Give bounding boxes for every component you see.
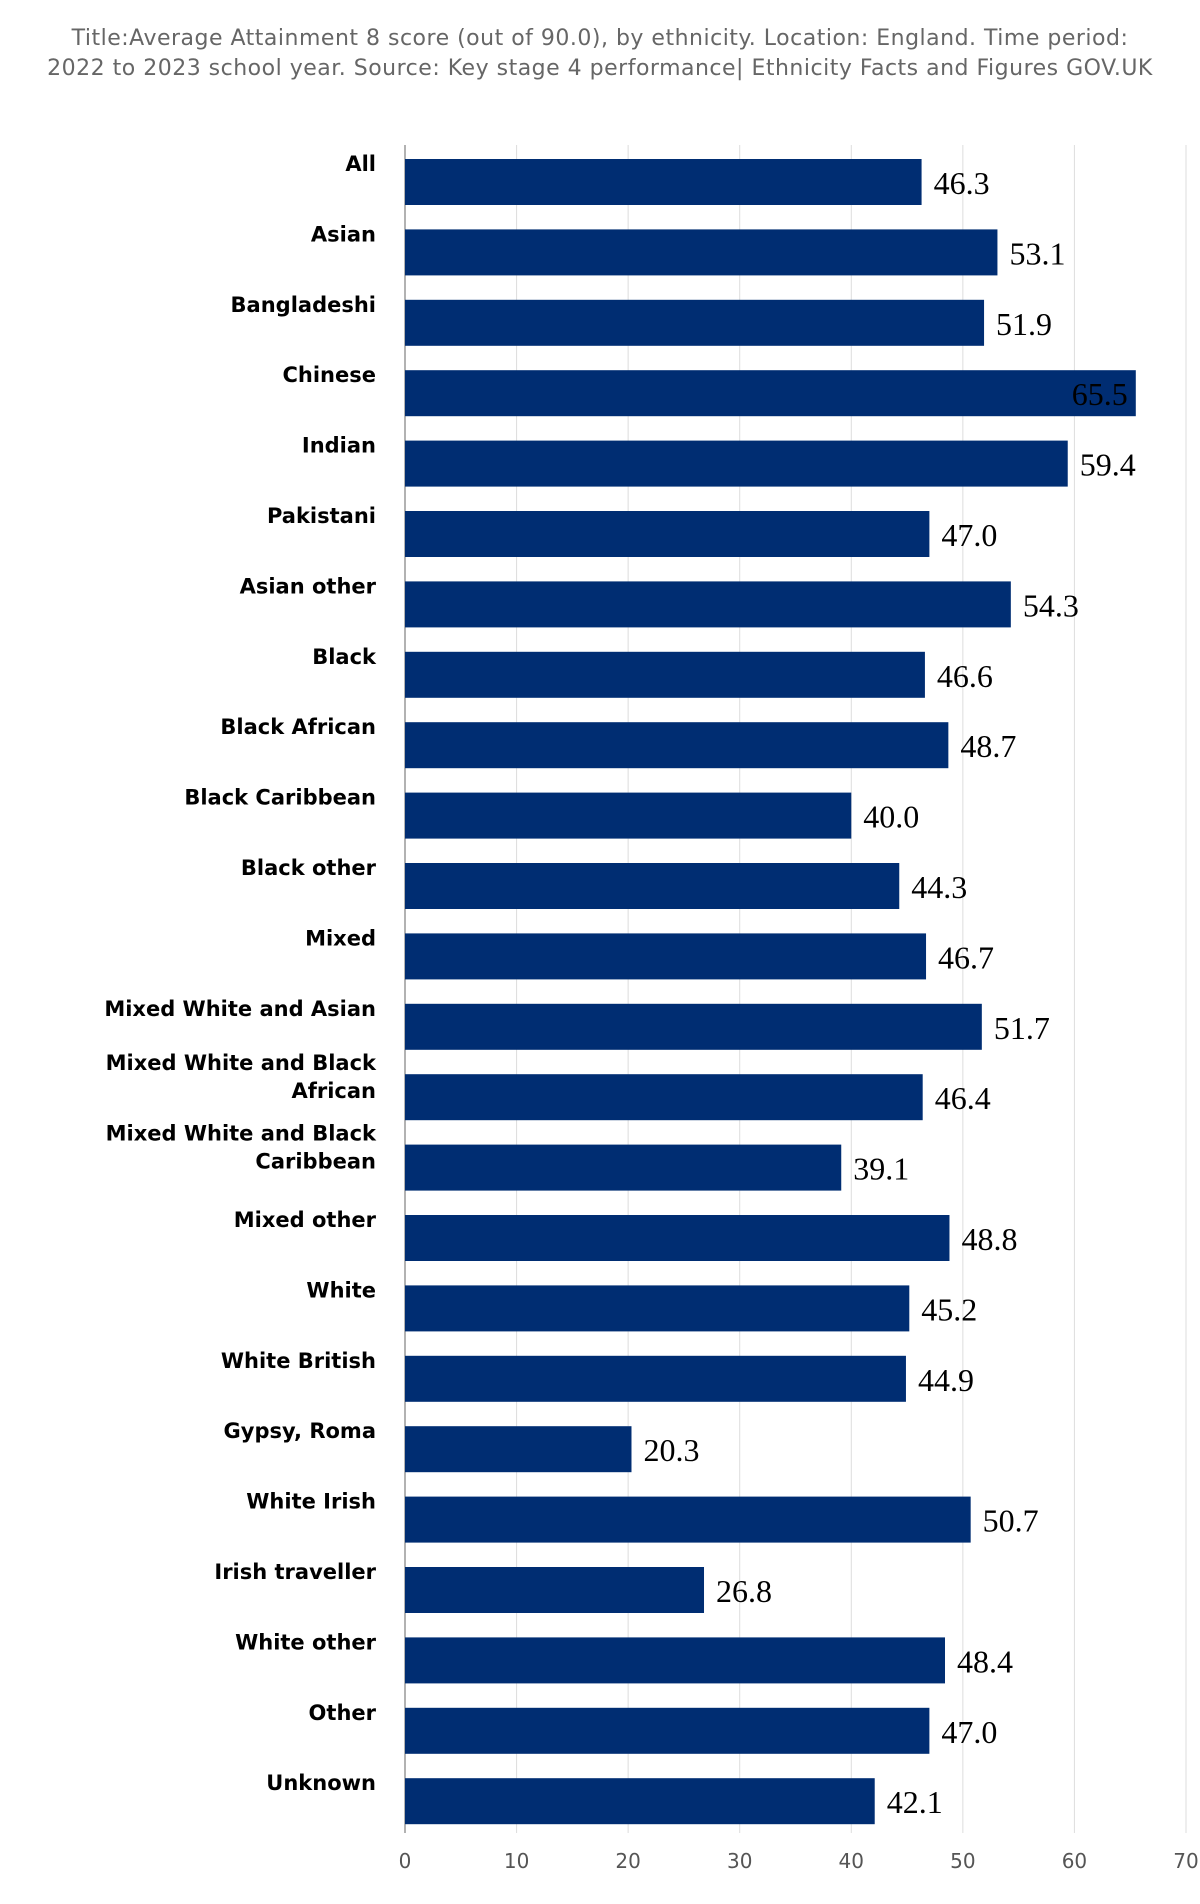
category-label: Mixed White and Black African [106,1051,377,1103]
category-label: Indian [302,434,376,458]
category-label: White British [221,1349,376,1373]
bar [405,1003,982,1050]
bar [405,1355,906,1402]
bar [405,1778,875,1825]
category-label: Mixed other [234,1208,377,1232]
x-tick-label: 30 [727,1849,752,1873]
value-label: 46.7 [938,939,994,975]
value-label: 51.9 [996,306,1052,342]
bar [405,440,1068,487]
value-label: 47.0 [941,517,997,553]
bar [405,863,900,909]
bar [405,651,925,698]
value-label: 40.0 [863,799,919,835]
value-label: 42.1 [887,1784,943,1820]
bar [405,1215,950,1261]
bar [405,1496,971,1543]
category-label: Gypsy, Roma [224,1419,376,1443]
category-label: Irish traveller [214,1560,376,1584]
category-label: Black Caribbean [184,786,376,810]
x-tick-label: 0 [399,1849,412,1873]
category-label: Black African [220,715,376,739]
bar [405,1144,842,1191]
x-axis-ticks: 0 10 20 30 40 50 60 70 [399,1849,1199,1873]
value-label: 46.6 [937,658,993,694]
value-label: 54.3 [1023,587,1079,623]
value-label: 59.4 [1080,447,1136,483]
category-label: Black other [241,856,377,880]
value-label: 46.3 [934,165,990,201]
value-label: 44.3 [911,869,967,905]
category-label: White other [235,1630,377,1654]
x-tick-label: 10 [504,1849,529,1873]
bar [405,1567,705,1613]
value-label: 65.5 [1072,376,1128,412]
value-label: 48.8 [961,1221,1017,1257]
value-labels: 46.3 53.1 51.9 65.5 59.4 47.0 54.3 46.6 48.7 40.0… [643,165,1135,1820]
grid-lines [404,145,1187,1833]
x-tick-label: 40 [839,1849,864,1873]
bar [405,159,922,205]
bar [405,299,985,346]
bar [405,1707,930,1754]
bar [405,1426,632,1473]
bar [405,370,1136,417]
bar [405,792,852,839]
category-label: Other [309,1701,377,1725]
bar [405,1074,923,1121]
category-label: Asian other [240,574,377,598]
value-label: 20.3 [643,1432,699,1468]
bar [405,1637,946,1684]
category-label: Mixed [305,926,376,950]
value-label: 44.9 [918,1362,974,1398]
chart-title: Title:Average Attainment 8 score (out of… [47,26,1153,81]
category-label: White [306,1278,376,1302]
value-label: 39.1 [853,1151,909,1187]
value-label: 48.4 [957,1643,1013,1679]
category-label: Mixed White and Asian [104,997,376,1021]
value-label: 53.1 [1009,235,1065,271]
category-label: Pakistani [267,504,376,528]
x-tick-label: 20 [615,1849,640,1873]
value-label: 47.0 [941,1714,997,1750]
bar [405,1285,910,1332]
bar [405,933,927,980]
category-label: Black [312,645,377,669]
bars [405,159,1136,1825]
bar [405,581,1011,628]
category-labels: All Asian Bangladeshi Chinese Indian Pakistan… [104,152,377,1795]
x-tick-label: 70 [1173,1849,1198,1873]
x-tick-label: 60 [1062,1849,1087,1873]
bar [405,229,998,276]
value-label: 26.8 [716,1573,772,1609]
value-label: 46.4 [935,1080,991,1116]
value-label: 45.2 [921,1291,977,1327]
category-label: Unknown [266,1771,376,1795]
bar [405,722,949,769]
category-label: All [345,152,376,176]
x-tick-label: 50 [950,1849,975,1873]
category-label: Bangladeshi [231,293,376,317]
value-label: 48.7 [960,728,1016,764]
category-label: White Irish [246,1490,376,1514]
value-label: 51.7 [994,1010,1050,1046]
category-label: Asian [311,222,376,246]
bar [405,511,930,557]
category-label: Mixed White and Black Caribbean [106,1122,377,1174]
category-label: Chinese [283,363,377,387]
value-label: 50.7 [983,1503,1039,1539]
